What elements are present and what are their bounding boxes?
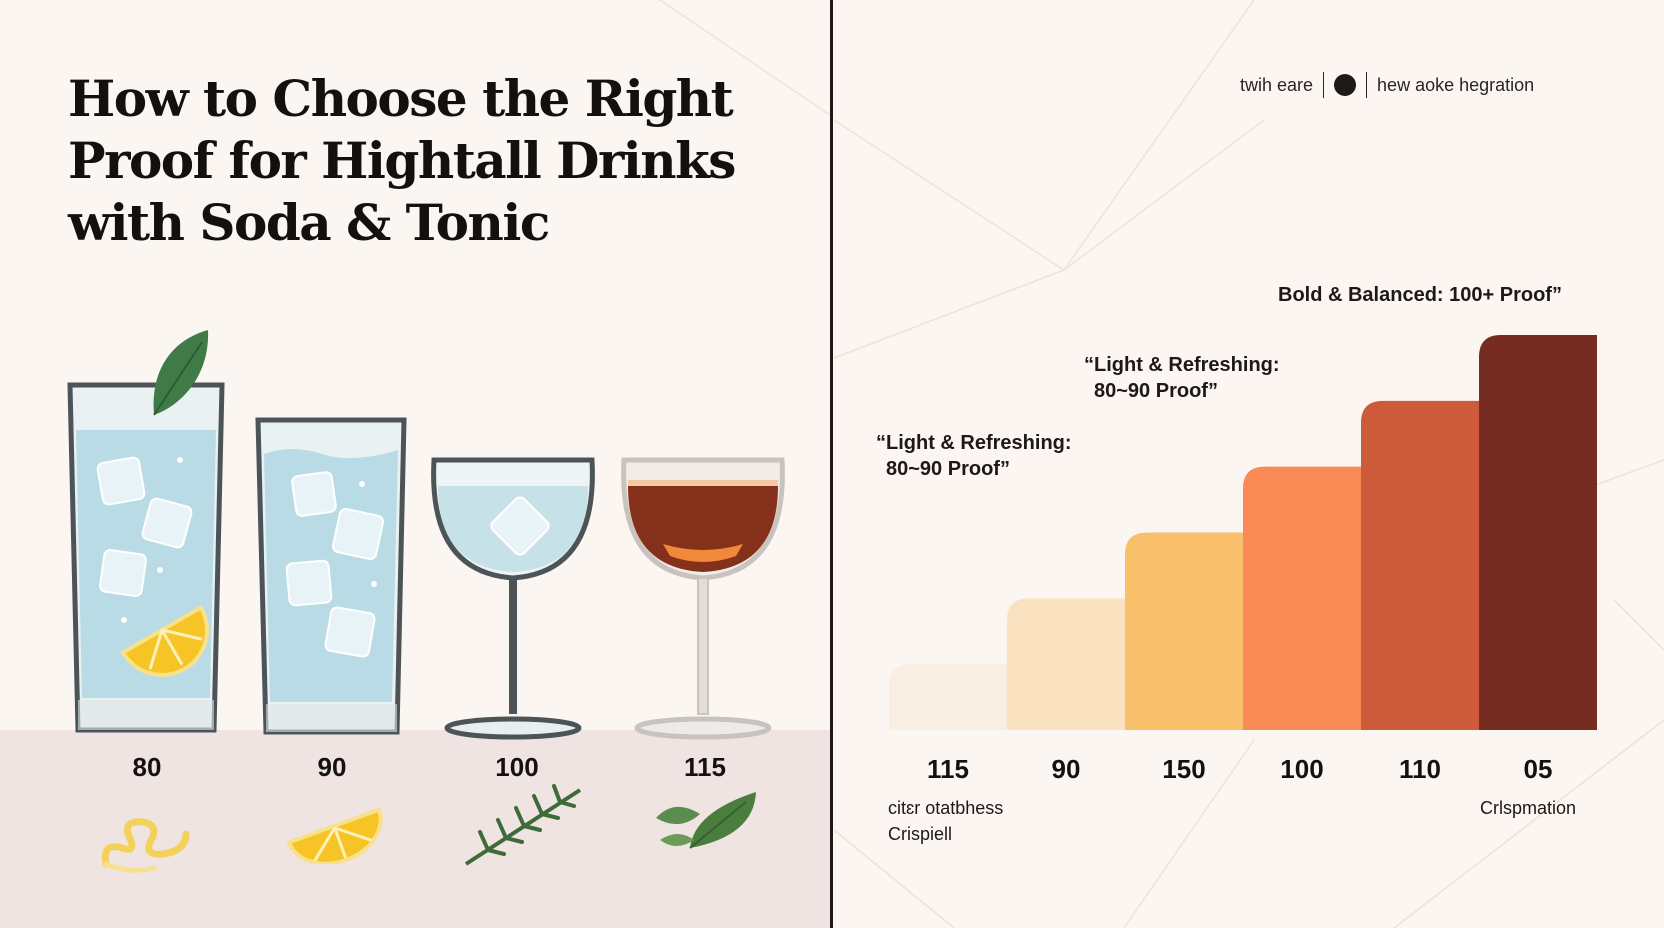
highball-glass-icon [255, 417, 407, 735]
lemon-wedge-icon [286, 807, 383, 864]
annotation-line: “Light & Refreshing: [876, 432, 1072, 454]
annotation-line: 80~90 Proof” [1094, 380, 1218, 402]
basil-icon [656, 792, 756, 849]
annotation-light-lower: “Light & Refreshing: 80~90 Proof” [876, 430, 1072, 482]
annotation-bottom-right: Crlspmation [1480, 798, 1577, 818]
glass-label-115: 115 [684, 752, 726, 782]
header-meta: twih eare hew aoke hegration [1240, 70, 1600, 100]
lemon-peel-icon [101, 818, 190, 873]
dot-icon [1334, 74, 1357, 96]
bar-90 [1007, 598, 1125, 730]
annotation-line: citɛr otatbhess [888, 798, 1004, 818]
tick-label-115: 115 [927, 754, 969, 784]
tick-label-100: 100 [1280, 754, 1323, 784]
table-surface [0, 730, 830, 928]
annotation-line: Crispiell [888, 824, 953, 844]
panel-divider [830, 0, 833, 928]
background-lines [659, 0, 830, 116]
rosemary-icon [464, 784, 582, 866]
coupe-glass-icon [431, 457, 595, 740]
annotation-line: “Light & Refreshing: [1084, 354, 1280, 376]
tick-label-110: 110 [1399, 754, 1441, 784]
glass-label-100: 100 [495, 752, 539, 782]
bar-110 [1361, 400, 1479, 730]
tick-label-150: 150 [1162, 754, 1205, 784]
header-separator [1323, 72, 1325, 98]
bar-05 [1479, 335, 1597, 730]
coupe-glass-icon [621, 457, 785, 740]
header-right-text: hew aoke hegration [1377, 74, 1535, 95]
annotation-line: 80~90 Proof” [886, 458, 1010, 480]
annotation-light-upper: “Light & Refreshing: 80~90 Proof” [1084, 352, 1280, 404]
proof-bar-chart: 115 90 150 100 110 05 [889, 335, 1597, 784]
bar-150 [1125, 532, 1243, 730]
page-title: How to Choose the Right Proof for Highta… [68, 69, 736, 252]
annotation-bottom-left: citɛr otatbhess Crispiell [888, 795, 1003, 847]
glass-label-80: 80 [132, 752, 162, 782]
glass-label-90: 90 [317, 752, 347, 782]
header-separator [1366, 72, 1368, 98]
annotation-bold: Bold & Balanced: 100+ Proof” [1278, 284, 1562, 306]
header-left-text: twih eare [1240, 74, 1314, 95]
bar-100 [1243, 466, 1361, 730]
highball-glass-icon [67, 330, 225, 733]
background-lines [834, 0, 1664, 928]
tick-label-90: 90 [1052, 754, 1081, 784]
bar-115 [889, 664, 1007, 730]
tick-label-05: 05 [1524, 754, 1553, 784]
